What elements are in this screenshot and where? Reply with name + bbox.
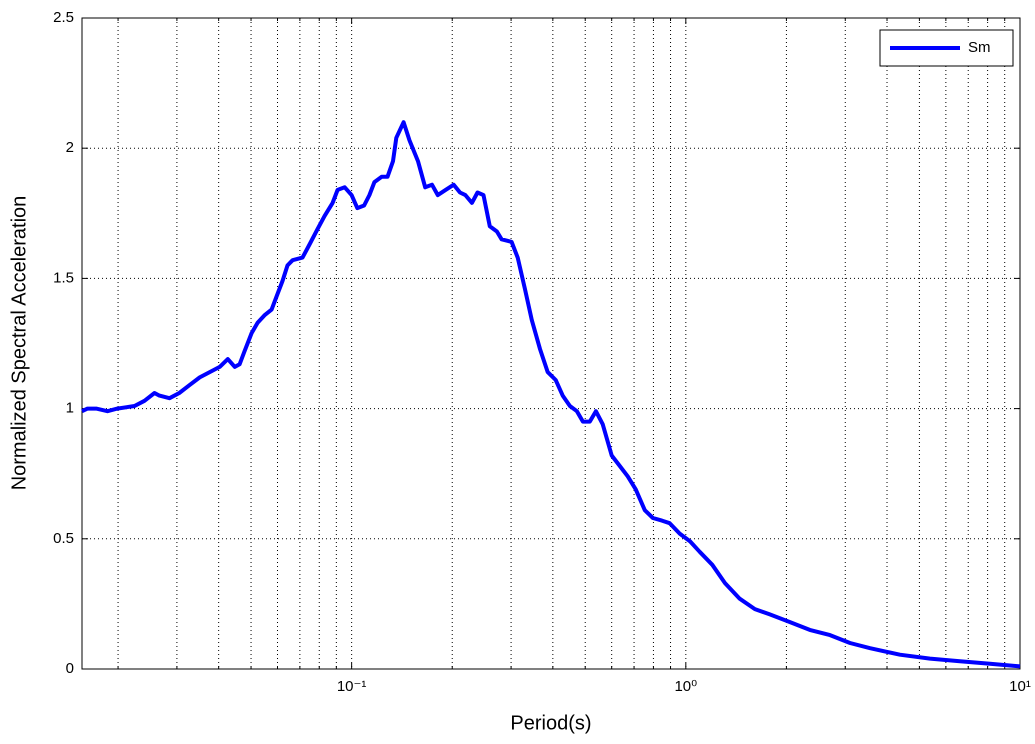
y-tick-label: 1.5 [53, 269, 74, 286]
axes-frame [81, 17, 1021, 670]
legend-label: Sm [968, 39, 991, 56]
plot-area [82, 18, 1020, 669]
x-tick-label: 10¹ [1009, 678, 1031, 695]
y-tick-label: 2.5 [53, 9, 74, 26]
y-tick-label: 0.5 [53, 530, 74, 547]
x-axis-label: Period(s) [510, 712, 591, 734]
y-tick-label: 0 [66, 660, 74, 677]
data-line [81, 120, 1021, 669]
y-tick-label: 2 [66, 139, 74, 156]
y-axis-label: Normalized Spectral Acceleration [8, 196, 30, 491]
x-tick-label: 10⁰ [674, 678, 697, 695]
x-tick-label: 10⁻¹ [337, 678, 367, 695]
y-tick-label: 1 [66, 400, 74, 417]
